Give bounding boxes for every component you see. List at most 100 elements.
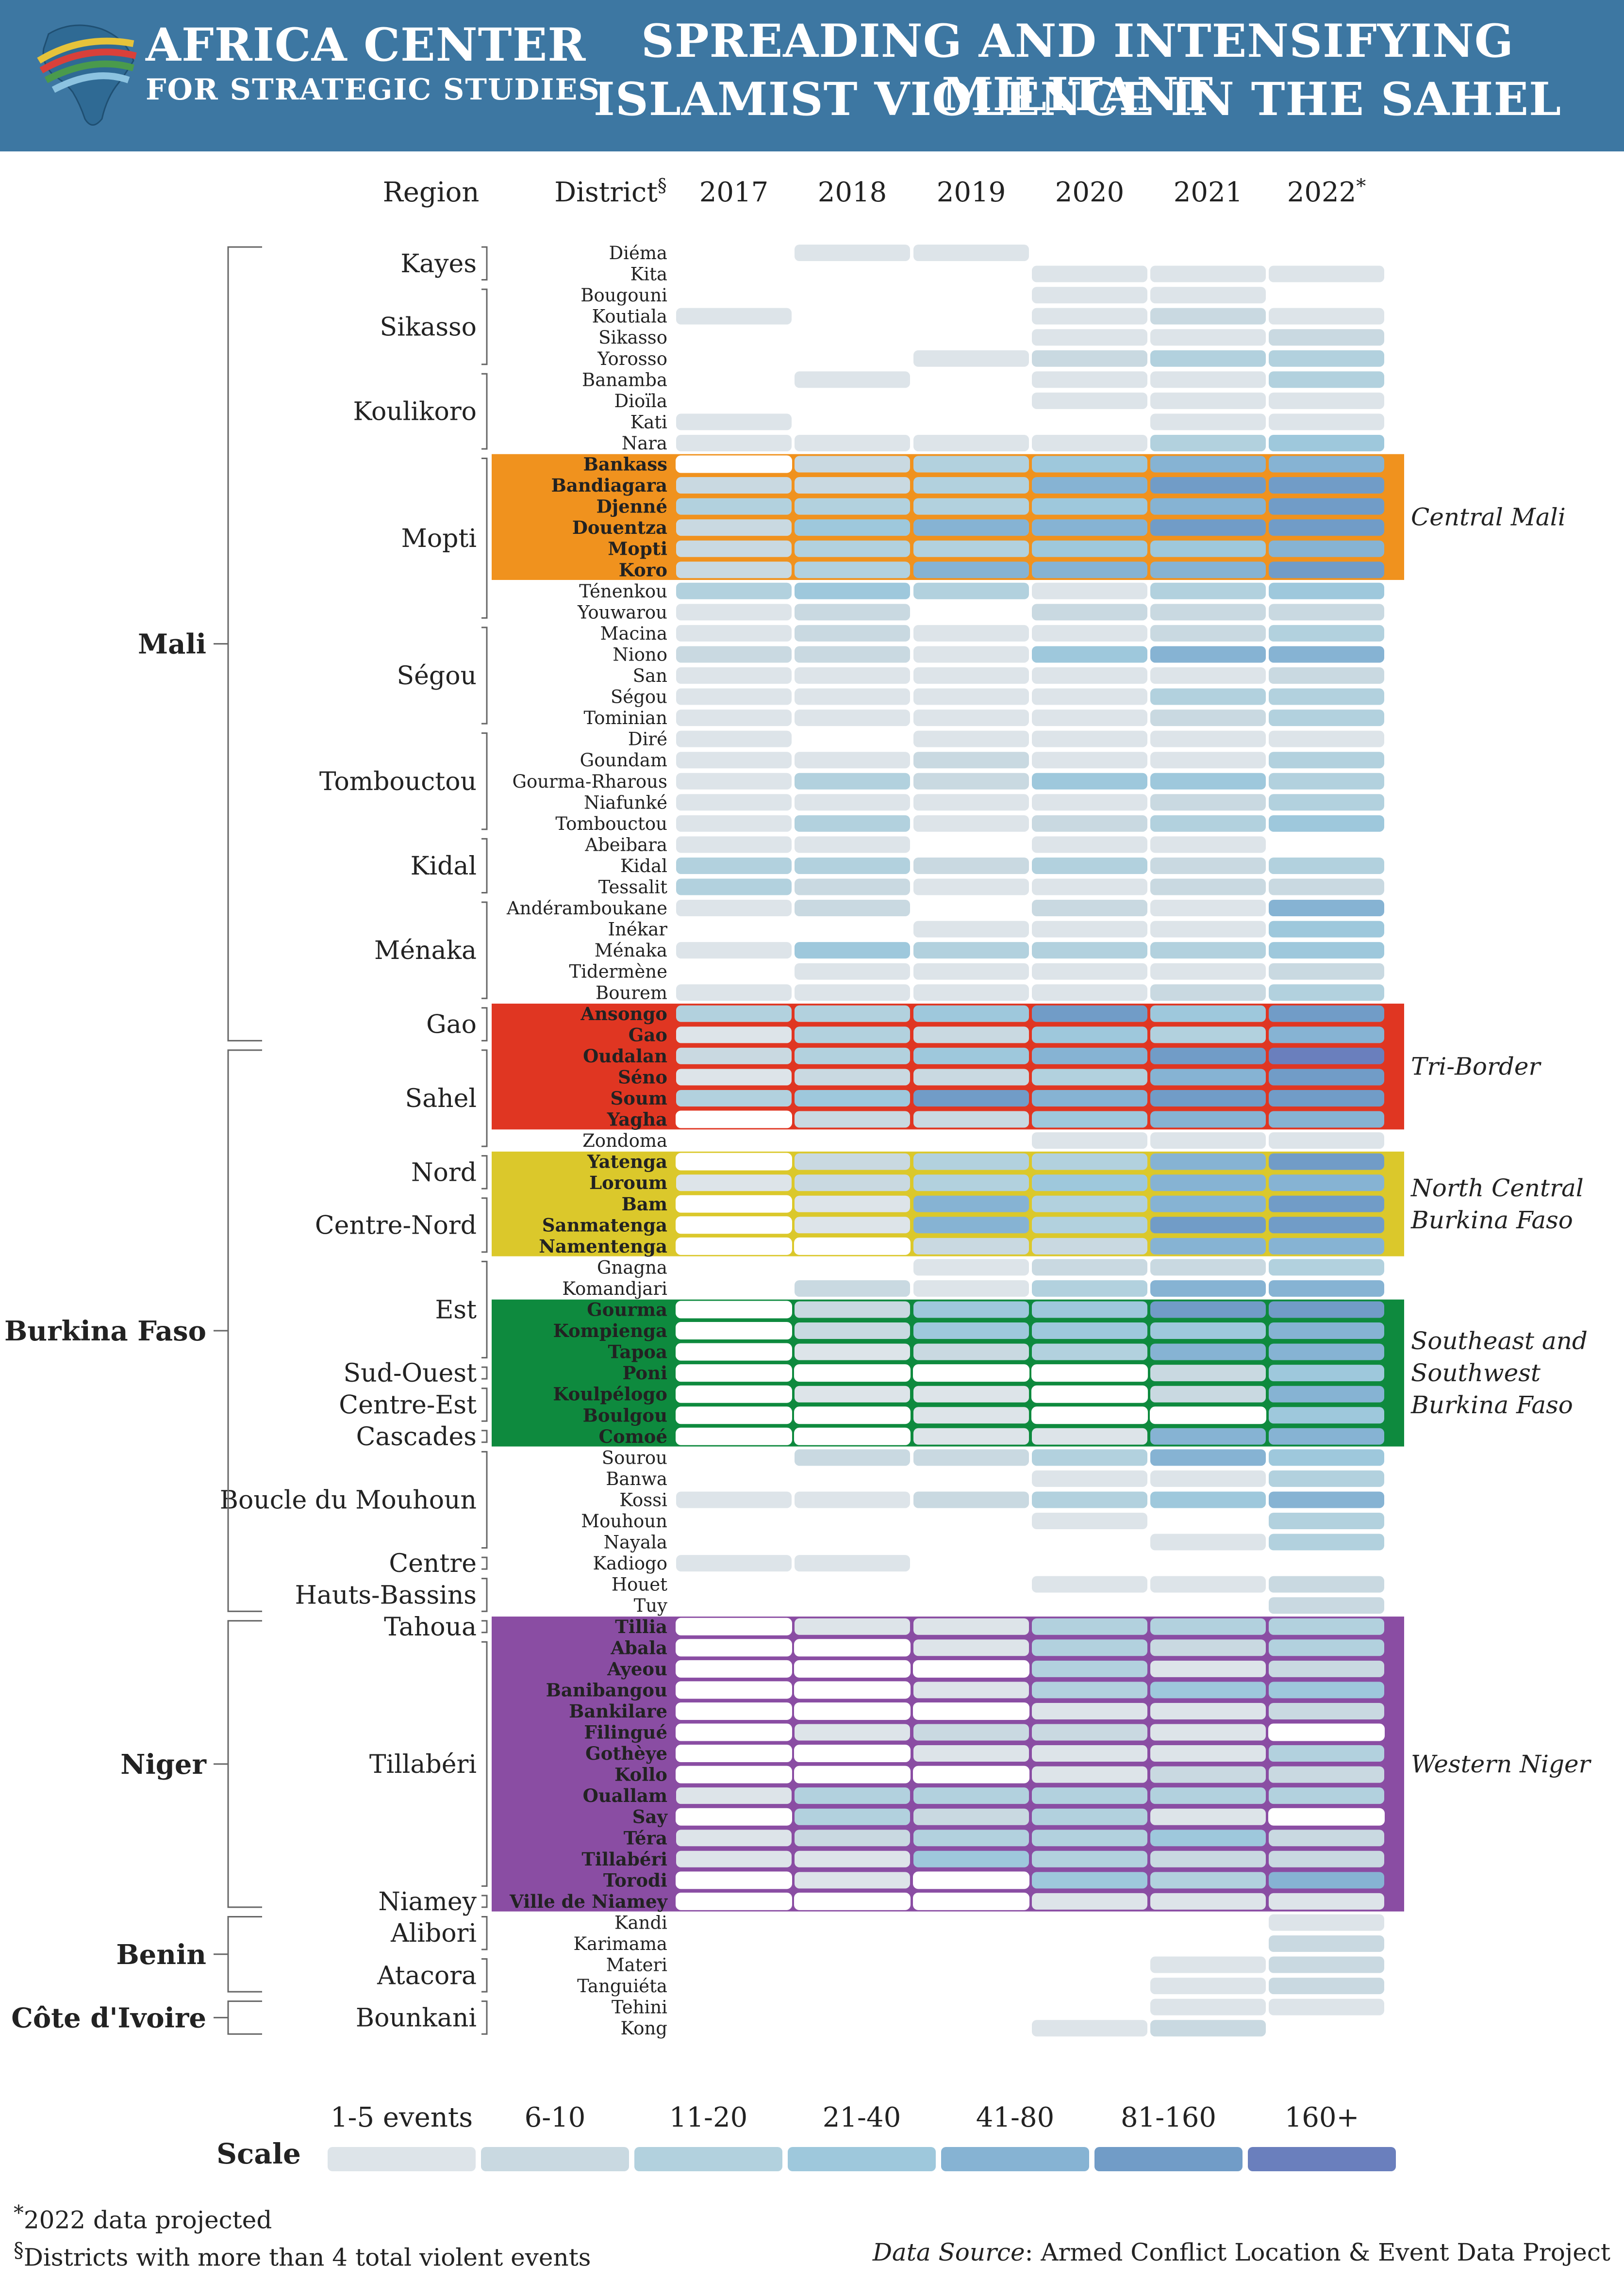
district-label: Yatenga [587, 1151, 667, 1173]
heatmap-cell [1150, 667, 1266, 684]
district-label: Gourma-Rharous [512, 771, 667, 792]
heatmap-cell [1150, 688, 1266, 705]
district-label: Banwa [606, 1469, 667, 1489]
heatmap-cell [1150, 1153, 1266, 1170]
heatmap-cell [676, 413, 792, 430]
heatmap-cell [1032, 1660, 1147, 1677]
district-label: Bam [622, 1193, 667, 1215]
region-label: Bounkani [356, 2003, 477, 2032]
heatmap-cell [676, 1555, 792, 1572]
heatmap-cell [795, 1850, 910, 1867]
heatmap-cell [1150, 392, 1266, 409]
heatmap-cell [676, 1639, 792, 1657]
heatmap-cell [1269, 604, 1384, 621]
heatmap-cell [676, 1766, 792, 1784]
heatmap-cell [795, 1090, 910, 1106]
heatmap-cell [1269, 1259, 1384, 1276]
heatmap-cell [913, 1301, 1029, 1318]
heatmap-cell [1269, 1998, 1384, 2015]
heatmap-cell [1269, 1513, 1384, 1529]
heatmap-cell [913, 815, 1029, 832]
heatmap-cell [913, 540, 1029, 557]
heatmap-cell [1150, 582, 1266, 599]
heatmap-cell [676, 1406, 792, 1424]
heatmap-cell [795, 646, 910, 663]
heatmap-cell [1269, 1174, 1384, 1191]
heatmap-cell [1150, 1365, 1266, 1382]
country-bracket [227, 246, 262, 1041]
heatmap-cell [794, 1681, 911, 1699]
heatmap-cell [913, 1026, 1029, 1043]
heatmap-cell [676, 1787, 792, 1804]
heatmap-cell [676, 1808, 792, 1826]
heatmap-cell [913, 773, 1029, 790]
heatmap-cell [1150, 1872, 1266, 1889]
district-label: Gothèye [585, 1743, 667, 1764]
district-label: Boulgou [583, 1404, 667, 1426]
heatmap-cell [913, 1174, 1029, 1191]
heatmap-cell [913, 878, 1029, 895]
heatmap-cell [1032, 1090, 1147, 1106]
district-label: Mopti [608, 538, 667, 560]
heatmap-cell [676, 604, 792, 621]
heatmap-cell [913, 1364, 1029, 1382]
heatmap-cell [1269, 1047, 1384, 1064]
heatmap-cell [913, 646, 1029, 663]
heatmap-cell [676, 561, 792, 578]
heatmap-cell [1032, 1069, 1147, 1086]
heatmap-cell [795, 519, 910, 536]
heatmap-cell [1150, 2020, 1266, 2037]
heatmap-cell [1150, 1534, 1266, 1551]
country-bracket [227, 1620, 262, 1908]
heatmap-cell [1032, 1808, 1147, 1825]
heatmap-cell [1269, 540, 1384, 557]
heatmap-cell [795, 1047, 910, 1064]
heatmap-cell [1150, 815, 1266, 832]
heatmap-cell [1269, 878, 1384, 895]
district-label: Douentza [572, 517, 667, 538]
heatmap-cell [1269, 942, 1384, 959]
heatmap-cell [676, 1174, 792, 1191]
heatmap-cell [795, 1618, 910, 1635]
district-label: Diéma [609, 243, 667, 264]
footnote-districts: §Districts with more than 4 total violen… [14, 2238, 591, 2272]
heatmap-cell [1150, 1343, 1266, 1360]
heatmap-cell [1032, 836, 1147, 853]
heatmap-cell [1032, 646, 1147, 663]
heatmap-cell [1269, 773, 1384, 790]
heatmap-cell [1269, 1195, 1384, 1212]
heatmap-cell [913, 710, 1029, 727]
heatmap-cell [1269, 350, 1384, 367]
highlight-label: Western Niger [1411, 1750, 1592, 1778]
heatmap-cell [1269, 265, 1384, 282]
heatmap-cell [1032, 900, 1147, 917]
heatmap-cell [794, 1702, 911, 1720]
highlight-label: Tri-Border [1411, 1053, 1541, 1081]
heatmap-cell [676, 773, 792, 790]
district-label: Tillabéri [581, 1849, 667, 1870]
heatmap-cell [676, 477, 792, 494]
heatmap-cell [1150, 730, 1266, 747]
heatmap-cell [1269, 1830, 1384, 1847]
heatmap-cell [1150, 1978, 1266, 1995]
heatmap-cell [1150, 1724, 1266, 1741]
heatmap-cell [1150, 1745, 1266, 1762]
heatmap-cell [1269, 498, 1384, 515]
heatmap-cell [1032, 1301, 1147, 1318]
heatmap-cell [676, 1301, 792, 1319]
year-header: 2021 [1174, 177, 1243, 208]
district-label: Ayeou [607, 1658, 667, 1680]
region-label: Nord [411, 1158, 477, 1187]
heatmap-cell [913, 1343, 1029, 1360]
region-bracket [481, 1916, 488, 1950]
district-label: Yagha [607, 1109, 667, 1130]
heatmap-cell [1150, 1639, 1266, 1656]
heatmap-cell [1150, 308, 1266, 325]
heatmap-cell [1032, 1428, 1147, 1445]
heatmap-cell [1150, 1026, 1266, 1043]
heatmap-cell [795, 540, 910, 557]
district-label: Filingué [584, 1722, 667, 1743]
district-label: Oudalan [583, 1045, 667, 1067]
heatmap-cell [1269, 1745, 1384, 1762]
district-label: Ténenkou [579, 581, 667, 602]
